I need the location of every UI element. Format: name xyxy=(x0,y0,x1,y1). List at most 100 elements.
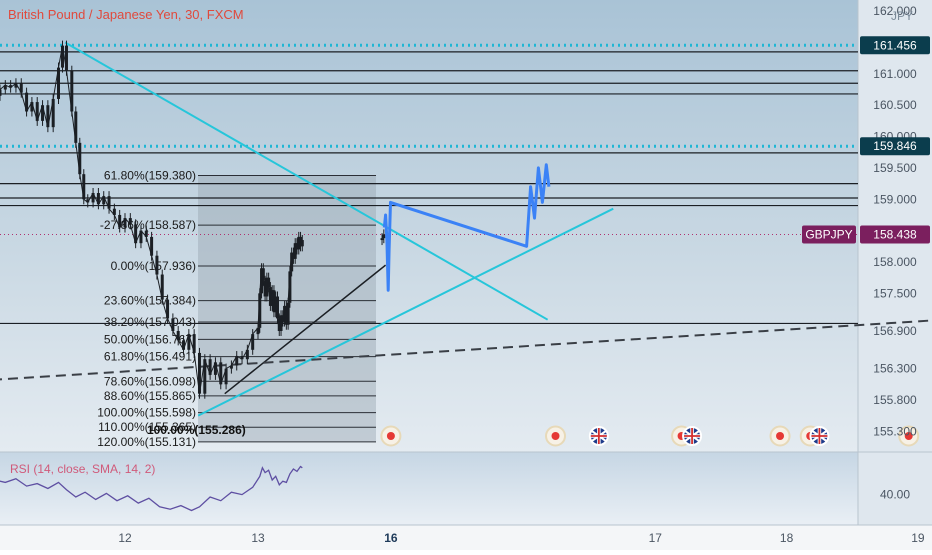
candle-body xyxy=(380,238,384,241)
uk-flag-event-icon[interactable] xyxy=(809,426,830,446)
candle-body xyxy=(19,83,23,93)
symbol-badge-text: GBPJPY xyxy=(805,228,852,242)
candle-body xyxy=(192,334,196,353)
candle-body xyxy=(139,230,143,244)
event-dot-icon[interactable] xyxy=(769,425,791,447)
candle-body xyxy=(288,271,292,303)
price-badge-text: 158.438 xyxy=(873,228,917,242)
candle-body xyxy=(144,230,148,237)
currency-label: JPY xyxy=(891,9,913,23)
candle-body xyxy=(229,365,233,369)
price-axis-tick: 155.300 xyxy=(873,424,917,438)
price-series xyxy=(0,40,386,399)
candle-body xyxy=(382,234,386,239)
fib-level-label: 78.60%(156.098) xyxy=(104,374,196,388)
symbol-title[interactable]: British Pound / Japanese Yen, 30, FXCM xyxy=(8,7,244,22)
fib-level-label: 23.60%(157.384) xyxy=(104,294,196,308)
fib-level-label: 0.00%(157.936) xyxy=(111,259,196,273)
candle-body xyxy=(219,362,223,385)
candle-body xyxy=(240,356,244,360)
candle-body xyxy=(274,296,278,313)
candle-body xyxy=(60,45,64,68)
symbol-badge xyxy=(802,225,856,244)
candle-body xyxy=(155,255,159,275)
candle-body xyxy=(102,196,106,205)
candle-body xyxy=(267,277,271,288)
candle-body xyxy=(160,274,164,300)
plot-background xyxy=(0,0,858,452)
time-axis-tick: 17 xyxy=(649,531,663,545)
candle-body xyxy=(261,268,265,281)
candle-body xyxy=(46,105,50,128)
price-axis-tick: 159.000 xyxy=(873,192,917,206)
candle-body xyxy=(128,218,132,225)
candle-body xyxy=(235,356,239,366)
uk-flag-event-icon[interactable] xyxy=(682,426,703,446)
price-axis-tick: 158.000 xyxy=(873,255,917,269)
candle-body xyxy=(187,334,191,350)
rsi-indicator xyxy=(0,465,303,512)
candle-body xyxy=(182,340,186,350)
candle-body xyxy=(197,352,201,394)
candle-body xyxy=(64,45,68,71)
fib-level-label: 88.60%(155.865) xyxy=(104,389,196,403)
price-badge xyxy=(860,225,930,244)
fib-level-label: 38.20%(157.043) xyxy=(104,315,196,329)
candle-body xyxy=(30,102,34,112)
candle-body xyxy=(57,67,60,99)
price-axis-tick: 156.900 xyxy=(873,324,917,338)
horizontal-levels[interactable] xyxy=(0,43,858,325)
candle-body xyxy=(265,277,269,297)
price-badge xyxy=(860,137,930,156)
fib-level-label: 61.80%(159.380) xyxy=(104,168,196,182)
candle-body xyxy=(166,299,170,319)
candle-body xyxy=(91,193,95,203)
candle-body xyxy=(208,359,212,375)
candle-body xyxy=(51,98,55,128)
candle-body xyxy=(107,196,111,209)
candle-body xyxy=(96,193,100,205)
time-axis-tick: 18 xyxy=(780,531,794,545)
candle-body xyxy=(272,290,276,313)
candle-body xyxy=(256,327,260,335)
event-dot-icon[interactable] xyxy=(898,425,920,447)
event-dot-icon[interactable] xyxy=(380,425,402,447)
rsi-pane-background xyxy=(0,452,858,525)
event-dot-center xyxy=(904,432,913,440)
candle-body xyxy=(35,102,39,121)
time-axis-tick: 16 xyxy=(384,531,398,545)
candle-body xyxy=(290,252,294,272)
price-badge-text: 161.456 xyxy=(873,38,917,52)
price-axis-tick: 161.000 xyxy=(873,67,917,81)
fib-level-label: 110.00%(155.365) xyxy=(98,420,196,434)
fib-overlap-label: 100.00%(155.286) xyxy=(147,423,246,437)
rsi-axis-tick: 40.00 xyxy=(880,488,910,502)
projection-path[interactable] xyxy=(382,163,551,292)
event-dot-icon[interactable] xyxy=(545,425,567,447)
price-axis-tick: 159.500 xyxy=(873,161,917,175)
candle-body xyxy=(41,105,45,121)
candle-body xyxy=(134,224,138,244)
candle-body xyxy=(258,293,262,328)
time-axis-tick: 12 xyxy=(118,531,132,545)
candle-body xyxy=(268,287,272,306)
candle-body xyxy=(176,330,180,341)
fib-level-label: 100.00%(155.598) xyxy=(97,406,196,420)
candle-body xyxy=(70,70,74,112)
candle-body xyxy=(25,92,29,112)
candle-body xyxy=(123,218,127,228)
event-dot-center xyxy=(551,432,560,440)
candle-body xyxy=(9,85,13,88)
candle-body xyxy=(86,199,90,203)
candle-body xyxy=(112,208,116,215)
price-axis-tick: 162.000 xyxy=(873,4,917,18)
rsi-label[interactable]: RSI (14, close, SMA, 14, 2) xyxy=(10,462,155,476)
candle-body xyxy=(251,334,255,350)
candle-body xyxy=(293,243,297,259)
uk-flag-event-icon[interactable] xyxy=(588,426,609,446)
candle-body xyxy=(297,236,301,250)
candle-body xyxy=(286,302,290,325)
economic-events[interactable] xyxy=(380,425,932,447)
trendlines[interactable] xyxy=(0,41,932,417)
